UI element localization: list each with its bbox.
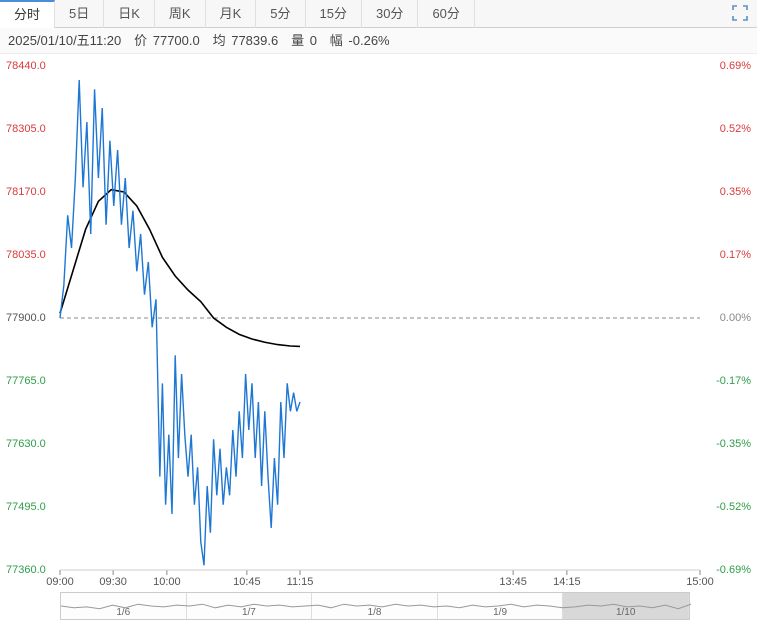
info-price: 77700.0	[153, 33, 200, 48]
x-label: 14:15	[553, 576, 581, 588]
mini-seg-label: 1/9	[493, 607, 507, 618]
y-left-label: 78440.0	[6, 60, 46, 72]
tab-0[interactable]: 分时	[0, 0, 55, 28]
tab-4[interactable]: 月K	[206, 0, 257, 28]
chart-area: 78440.0 78305.0 78170.0 78035.0 77900.0 77765…	[0, 54, 757, 594]
y-right-label: 0.00%	[720, 312, 751, 324]
mini-seg-label: 1/8	[368, 607, 382, 618]
y-right-label: 0.52%	[720, 123, 751, 135]
x-label: 09:00	[46, 576, 74, 588]
mini-seg-3[interactable]: 1/9	[438, 593, 564, 619]
fullscreen-icon[interactable]	[731, 4, 749, 22]
info-price-label: 价	[134, 33, 147, 48]
y-left-label: 77630.0	[6, 438, 46, 450]
y-right-label: -0.52%	[716, 501, 751, 513]
mini-seg-2[interactable]: 1/8	[312, 593, 438, 619]
y-right-label: -0.17%	[716, 375, 751, 387]
tab-7[interactable]: 30分	[362, 0, 418, 28]
info-avg-label: 均	[213, 33, 226, 48]
tab-5[interactable]: 5分	[256, 0, 305, 28]
y-left-label: 78305.0	[6, 123, 46, 135]
y-right-label: -0.69%	[716, 564, 751, 576]
tab-6[interactable]: 15分	[306, 0, 362, 28]
tab-2[interactable]: 日K	[104, 0, 155, 28]
y-right-label: 0.69%	[720, 60, 751, 72]
y-left-label: 77765.0	[6, 375, 46, 387]
mini-seg-1[interactable]: 1/7	[187, 593, 313, 619]
y-right-label: 0.35%	[720, 186, 751, 198]
info-change: -0.26%	[348, 33, 389, 48]
tab-1[interactable]: 5日	[55, 0, 104, 28]
info-avg: 77839.6	[231, 33, 278, 48]
x-label: 13:45	[499, 576, 527, 588]
y-left-label: 78170.0	[6, 186, 46, 198]
mini-seg-4[interactable]: 1/10	[563, 593, 689, 619]
tab-8[interactable]: 60分	[418, 0, 474, 28]
x-label: 10:45	[233, 576, 261, 588]
mini-seg-0[interactable]: 1/6	[61, 593, 187, 619]
x-label: 09:30	[99, 576, 127, 588]
chart-tabs: 分时5日日K周K月K5分15分30分60分	[0, 0, 757, 28]
info-vol: 0	[310, 33, 317, 48]
info-bar: 2025/01/10/五11:20 价 77700.0 均 77839.6 量 …	[0, 28, 757, 54]
x-label: 10:00	[153, 576, 181, 588]
mini-seg-label: 1/10	[616, 607, 635, 618]
info-change-label: 幅	[330, 33, 343, 48]
chart-svg	[0, 54, 757, 594]
info-vol-label: 量	[291, 33, 304, 48]
y-left-label: 77360.0	[6, 564, 46, 576]
mini-seg-label: 1/7	[242, 607, 256, 618]
y-left-label: 77495.0	[6, 501, 46, 513]
x-label: 15:00	[686, 576, 714, 588]
y-left-label: 77900.0	[6, 312, 46, 324]
tab-3[interactable]: 周K	[155, 0, 206, 28]
mini-panel[interactable]: 1/6 1/7 1/8 1/9 1/10	[60, 592, 690, 620]
x-label: 11:15	[287, 576, 314, 588]
y-right-label: 0.17%	[720, 249, 751, 261]
mini-seg-label: 1/6	[116, 607, 130, 618]
y-left-label: 78035.0	[6, 249, 46, 261]
info-datetime: 2025/01/10/五11:20	[8, 33, 121, 48]
y-right-label: -0.35%	[716, 438, 751, 450]
